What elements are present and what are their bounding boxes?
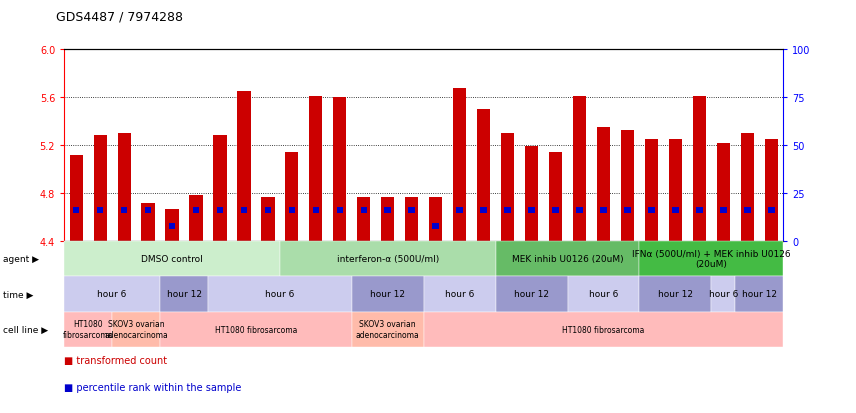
Bar <box>429 197 443 242</box>
Bar <box>333 97 347 242</box>
Bar <box>261 197 275 242</box>
Bar <box>309 96 323 242</box>
Bar <box>405 197 419 242</box>
Bar <box>97 208 104 214</box>
Text: hour 6: hour 6 <box>445 290 474 299</box>
Bar <box>740 133 754 242</box>
Text: hour 6: hour 6 <box>709 290 738 299</box>
Bar <box>600 208 607 214</box>
Bar <box>648 208 655 214</box>
Bar <box>336 208 343 214</box>
Bar <box>716 143 730 242</box>
Bar <box>456 208 463 214</box>
Text: GDS4487 / 7974288: GDS4487 / 7974288 <box>56 10 182 23</box>
Bar <box>73 208 80 214</box>
Bar <box>288 208 295 214</box>
Bar <box>217 208 223 214</box>
Bar <box>265 208 271 214</box>
Bar <box>432 223 439 229</box>
Bar <box>480 208 487 214</box>
Bar <box>117 133 131 242</box>
Bar <box>384 208 391 214</box>
Text: ■ percentile rank within the sample: ■ percentile rank within the sample <box>64 382 241 392</box>
Bar <box>696 208 703 214</box>
Bar <box>381 197 395 242</box>
Bar <box>357 197 371 242</box>
Text: SKOV3 ovarian
adenocarcinoma: SKOV3 ovarian adenocarcinoma <box>356 320 419 339</box>
Bar <box>573 96 586 242</box>
Text: hour 12: hour 12 <box>742 290 776 299</box>
Bar <box>672 208 679 214</box>
Bar <box>525 147 538 242</box>
Bar <box>669 140 682 242</box>
Bar <box>504 208 511 214</box>
Bar <box>285 153 299 242</box>
Bar <box>69 155 83 242</box>
Bar <box>597 128 610 242</box>
Text: SKOV3 ovarian
adenocarcinoma: SKOV3 ovarian adenocarcinoma <box>104 320 168 339</box>
Text: hour 12: hour 12 <box>371 290 405 299</box>
Text: HT1080 fibrosarcoma: HT1080 fibrosarcoma <box>562 325 645 334</box>
Bar <box>189 196 203 242</box>
Bar <box>768 208 775 214</box>
Bar <box>312 208 319 214</box>
Bar <box>552 208 559 214</box>
Bar <box>360 208 367 214</box>
Text: ■ transformed count: ■ transformed count <box>64 355 167 365</box>
Bar <box>549 153 562 242</box>
Bar <box>744 208 751 214</box>
Text: IFNα (500U/ml) + MEK inhib U0126
(20uM): IFNα (500U/ml) + MEK inhib U0126 (20uM) <box>632 249 791 269</box>
Bar <box>408 208 415 214</box>
Bar <box>621 131 634 242</box>
Bar <box>241 208 247 214</box>
Text: hour 12: hour 12 <box>167 290 201 299</box>
Bar <box>645 140 658 242</box>
Text: interferon-α (500U/ml): interferon-α (500U/ml) <box>336 255 439 263</box>
Bar <box>213 136 227 242</box>
Text: hour 12: hour 12 <box>658 290 693 299</box>
Bar <box>720 208 727 214</box>
Bar <box>477 109 490 242</box>
Bar <box>576 208 583 214</box>
Bar <box>501 133 514 242</box>
Bar <box>93 136 107 242</box>
Bar <box>141 203 155 242</box>
Text: DMSO control: DMSO control <box>141 255 203 263</box>
Text: hour 6: hour 6 <box>589 290 618 299</box>
Text: hour 12: hour 12 <box>514 290 549 299</box>
Text: cell line ▶: cell line ▶ <box>3 325 48 334</box>
Bar <box>169 223 175 229</box>
Bar <box>624 208 631 214</box>
Bar <box>237 92 251 242</box>
Text: MEK inhib U0126 (20uM): MEK inhib U0126 (20uM) <box>512 255 623 263</box>
Bar <box>453 89 467 242</box>
Bar <box>121 208 128 214</box>
Bar <box>693 96 706 242</box>
Text: time ▶: time ▶ <box>3 290 33 299</box>
Bar <box>764 140 778 242</box>
Bar <box>193 208 199 214</box>
Text: hour 6: hour 6 <box>265 290 294 299</box>
Text: HT1080
fibrosarcoma: HT1080 fibrosarcoma <box>63 320 113 339</box>
Bar <box>528 208 535 214</box>
Text: agent ▶: agent ▶ <box>3 255 39 263</box>
Text: HT1080 fibrosarcoma: HT1080 fibrosarcoma <box>215 325 297 334</box>
Bar <box>165 209 179 242</box>
Bar <box>145 208 152 214</box>
Text: hour 6: hour 6 <box>98 290 127 299</box>
